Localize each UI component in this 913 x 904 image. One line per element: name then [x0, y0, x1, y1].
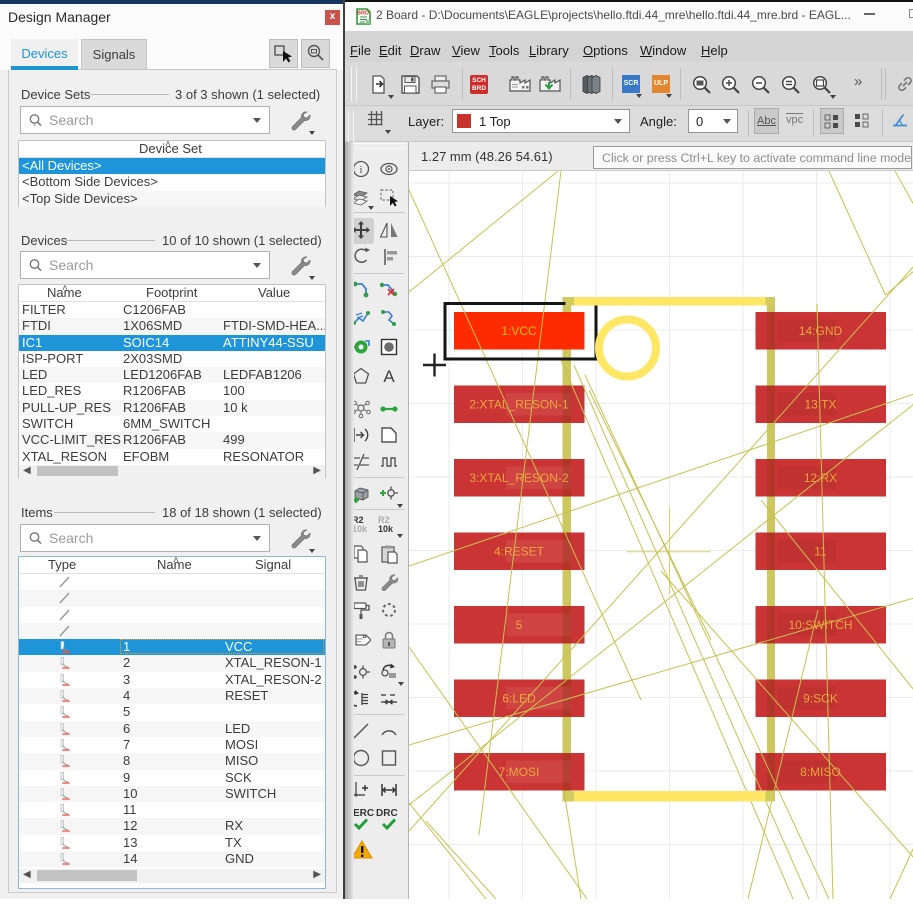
svg-text:9:SCK: 9:SCK	[803, 692, 838, 706]
svg-text:BRD: BRD	[357, 11, 369, 17]
svg-text:A: A	[383, 367, 395, 386]
svg-text:12:RX: 12:RX	[804, 471, 837, 485]
svg-text:4:RESET: 4:RESET	[494, 545, 545, 559]
svg-text:11: 11	[814, 545, 827, 559]
svg-text:7:MOSI: 7:MOSI	[499, 765, 540, 779]
svg-text:8:MISO: 8:MISO	[800, 765, 841, 779]
svg-text:6:LED: 6:LED	[502, 692, 536, 706]
svg-text:14:GND: 14:GND	[799, 324, 843, 338]
svg-text:3:XTAL_RESON-2: 3:XTAL_RESON-2	[469, 471, 568, 485]
svg-text:2:XTAL_RESON-1: 2:XTAL_RESON-1	[469, 398, 568, 412]
svg-text:1:VCC: 1:VCC	[501, 324, 537, 338]
svg-text:i: i	[359, 164, 362, 176]
svg-text:13:TX: 13:TX	[804, 398, 836, 412]
svg-text:10:SWITCH: 10:SWITCH	[788, 618, 852, 632]
svg-text:5: 5	[516, 618, 523, 632]
